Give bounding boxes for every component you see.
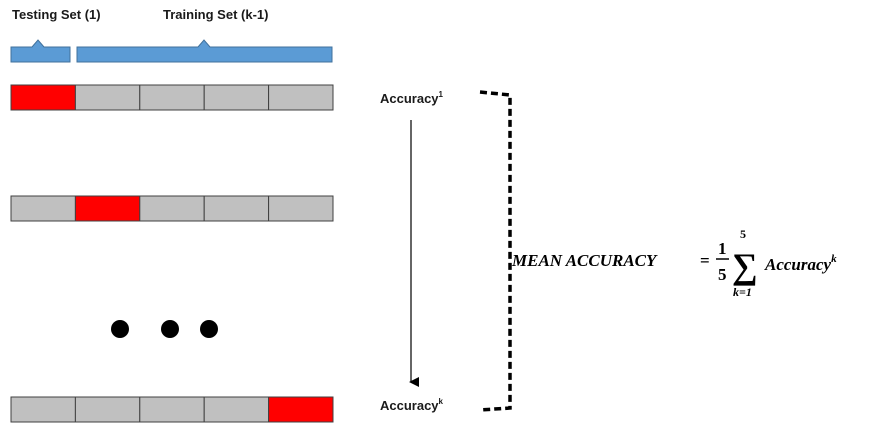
ellipsis-dot xyxy=(161,320,179,338)
fold-row xyxy=(10,84,334,111)
train-fold-cell xyxy=(10,396,76,423)
train-fold-cell xyxy=(74,84,141,111)
fold-row xyxy=(10,396,334,423)
mean-accuracy-formula: MEAN ACCURACY = 1 5 5 ∑ k=1 Accuracyk xyxy=(511,227,837,299)
train-fold-cell xyxy=(74,396,141,423)
ellipsis-dot xyxy=(200,320,218,338)
summation-symbol: ∑ xyxy=(732,246,758,286)
train-fold-cell xyxy=(139,396,205,423)
fold-rows xyxy=(10,84,334,423)
test-fold-cell xyxy=(268,396,334,423)
testing-set-label: Testing Set (1) xyxy=(12,7,101,22)
formula-lower-limit: k=1 xyxy=(733,285,752,299)
ellipsis-dots xyxy=(111,320,218,338)
train-fold-cell xyxy=(203,195,270,222)
train-fold-cell xyxy=(139,195,205,222)
dashed-bracket xyxy=(479,90,512,412)
training-set-label: Training Set (k-1) xyxy=(163,7,268,22)
training-set-brace xyxy=(76,39,333,63)
train-fold-cell xyxy=(268,195,334,222)
formula-term: Accuracyk xyxy=(764,253,837,274)
accuracy-first-sup: 1 xyxy=(439,90,444,99)
accuracy-first-label: Accuracy1 xyxy=(380,90,444,106)
ellipsis-dot xyxy=(111,320,129,338)
testing-set-brace xyxy=(10,39,71,63)
formula-lhs: MEAN ACCURACY xyxy=(511,251,658,270)
accuracy-last-label: Accuracyk xyxy=(380,397,444,413)
train-fold-cell xyxy=(203,396,270,423)
train-fold-cell xyxy=(139,84,205,111)
formula-upper-limit: 5 xyxy=(740,227,746,241)
formula-denominator: 5 xyxy=(718,265,727,284)
formula-numerator: 1 xyxy=(718,239,727,258)
train-fold-cell xyxy=(10,195,76,222)
test-fold-cell xyxy=(74,195,141,222)
formula-equals: = xyxy=(700,251,710,270)
train-fold-cell xyxy=(268,84,334,111)
test-fold-cell xyxy=(10,84,76,111)
train-fold-cell xyxy=(203,84,270,111)
fold-row xyxy=(10,195,334,222)
formula-term-sup: k xyxy=(831,253,837,265)
accuracy-last-sup: k xyxy=(439,397,444,406)
